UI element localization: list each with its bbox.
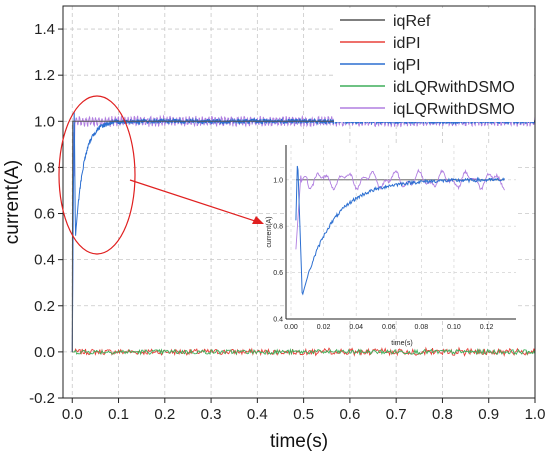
inset-y-tick-label: 0.8 <box>273 224 283 231</box>
series-idLQRwithDSMO-line <box>72 347 536 356</box>
inset-x-tick-label: 0.04 <box>349 324 363 331</box>
legend: iqRef idPI iqPI idLQRwithDSMO iqLQRwithDSMO <box>334 8 534 122</box>
inset-x-tick-label: 0.08 <box>415 324 429 331</box>
y-tick-label: 1.2 <box>34 67 55 84</box>
inset-x-tick-label: 0.00 <box>284 324 298 331</box>
legend-background <box>334 8 534 122</box>
y-tick-label: 1.4 <box>34 21 55 38</box>
y-tick-label: 0.8 <box>34 159 55 176</box>
y-tick-label: 0.2 <box>34 298 55 315</box>
inset-series <box>295 165 505 296</box>
x-tick-label: 0.2 <box>154 406 175 423</box>
y-tick-label: -0.2 <box>29 390 55 407</box>
legend-label: iqLQRwithDSMO <box>393 101 515 118</box>
main-ticks <box>58 28 536 403</box>
x-tick-label: 0.8 <box>432 406 453 423</box>
y-axis-label: current(A) <box>2 160 23 244</box>
highlight-ellipse <box>58 95 136 255</box>
inset-chart: 0.00 0.02 0.04 0.06 0.08 0.10 0.12 0.4 0.6 0.8 1.0… <box>266 145 516 347</box>
inset-x-tick-label: 0.02 <box>317 324 331 331</box>
x-axis-label: time(s) <box>270 431 328 452</box>
x-tick-label: 0.3 <box>201 406 222 423</box>
x-tick-label: 0.5 <box>293 406 314 423</box>
x-tick-label: 0.1 <box>108 406 129 423</box>
legend-label: idPI <box>393 35 421 52</box>
main-tick-labels: 0.0 0.1 0.2 0.3 0.4 0.5 0.6 0.7 0.8 0.9 1.0 -0.2 0.0… <box>29 21 545 423</box>
legend-label: iqPI <box>393 57 421 74</box>
inset-background <box>286 145 516 319</box>
main-plot-frame <box>62 5 536 399</box>
inset-ticks: 0.00 0.02 0.04 0.06 0.08 0.10 0.12 0.4 0.6 0.8 1.0 <box>273 177 493 331</box>
inset-y-axis-label: current(A) <box>266 216 273 247</box>
annotation-arrow <box>129 179 264 224</box>
x-tick-label: 1.0 <box>525 406 546 423</box>
series-iqPI-line <box>71 111 536 352</box>
x-tick-label: 0.9 <box>478 406 499 423</box>
y-tick-label: 0.4 <box>34 252 55 269</box>
x-tick-label: 0.0 <box>62 406 83 423</box>
x-tick-label: 0.7 <box>386 406 407 423</box>
inset-x-tick-label: 0.06 <box>382 324 396 331</box>
x-tick-label: 0.6 <box>339 406 360 423</box>
series-idPI-line <box>72 346 536 357</box>
x-tick-label: 0.4 <box>247 406 268 423</box>
inset-x-tick-label: 0.12 <box>480 324 494 331</box>
inset-y-tick-label: 1.0 <box>273 177 283 184</box>
inset-y-tick-label: 0.6 <box>273 270 283 277</box>
inset-x-axis-label: time(s) <box>391 340 412 347</box>
y-tick-label: 1.0 <box>34 113 55 130</box>
y-tick-label: 0.6 <box>34 206 55 223</box>
inset-series-iqLQRwithDSMO-line <box>295 168 505 250</box>
y-tick-label: 0.0 <box>34 344 55 361</box>
legend-label: idLQRwithDSMO <box>393 79 515 96</box>
inset-x-tick-label: 0.10 <box>447 324 461 331</box>
inset-y-tick-label: 0.4 <box>273 317 283 324</box>
legend-label: iqRef <box>393 13 431 30</box>
inset-series-iqPI-line <box>295 165 505 296</box>
